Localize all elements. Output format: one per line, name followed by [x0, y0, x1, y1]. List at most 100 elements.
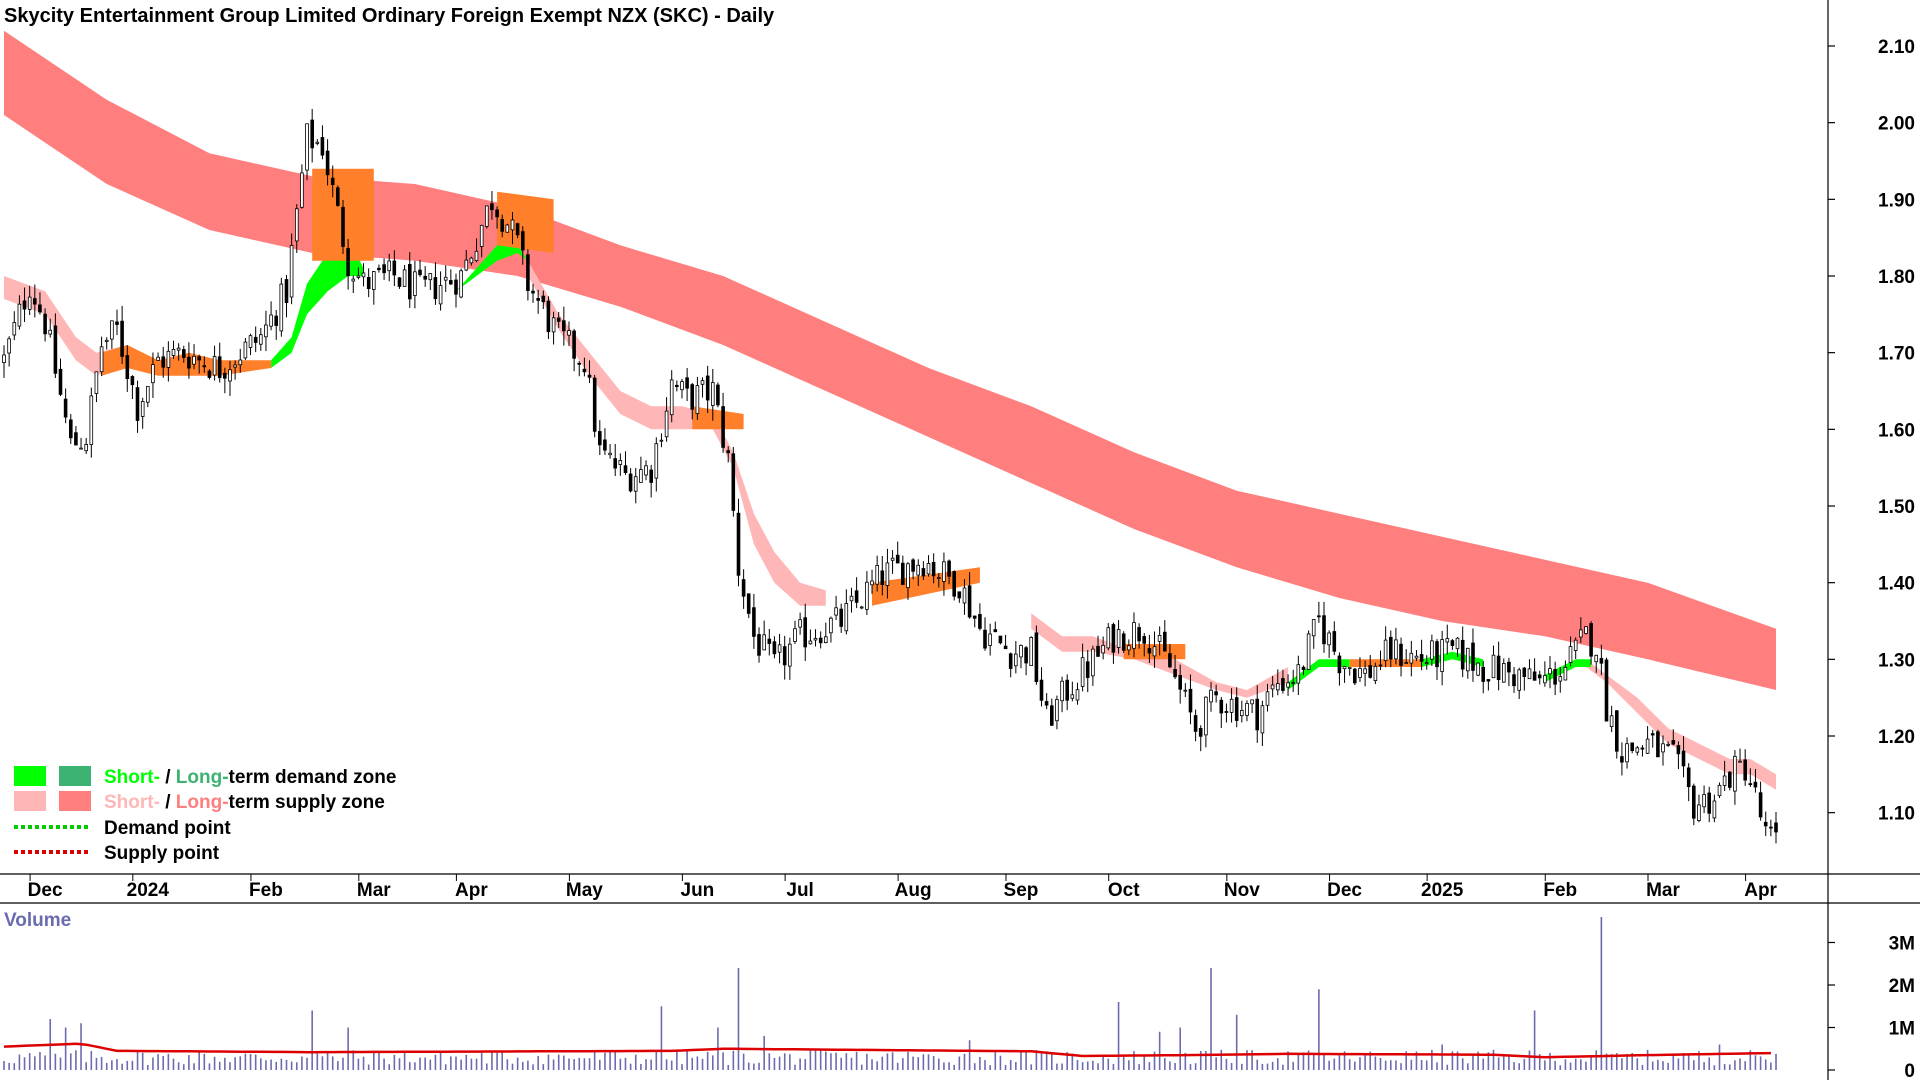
price-axis-ticks: 2.10 2.00 1.90 1.80 1.70 1.60 1.50 1.40 1.30 1.20…: [1828, 37, 1915, 825]
candle: [1676, 741, 1681, 770]
candle: [752, 593, 756, 649]
candle: [957, 591, 962, 603]
legend-supply-zone-label: Short- / Long-term supply zone: [104, 792, 385, 813]
candle: [1743, 749, 1748, 786]
candle: [1512, 667, 1516, 693]
candle: [377, 264, 381, 273]
candle: [1209, 681, 1213, 712]
candle: [1763, 811, 1768, 837]
candle: [1481, 660, 1486, 694]
candle: [1507, 657, 1511, 687]
candle: [1692, 783, 1696, 826]
candle: [782, 635, 787, 680]
candle: [531, 283, 535, 303]
price-tick-label: 2.10: [1878, 37, 1915, 58]
candle: [1455, 636, 1460, 657]
candle: [1291, 669, 1296, 693]
candle: [1389, 630, 1393, 668]
candle: [433, 262, 438, 305]
candle: [1198, 725, 1203, 752]
time-tick-label: Jul: [786, 880, 813, 901]
time-tick-label: Dec: [28, 880, 63, 901]
candle: [156, 352, 160, 361]
candle: [1270, 675, 1275, 698]
candle: [1373, 662, 1378, 685]
candle: [1034, 625, 1039, 685]
short-term-supply-zone-3: [1586, 659, 1776, 790]
candle: [1491, 645, 1496, 679]
candle: [705, 365, 710, 414]
candle: [536, 289, 540, 314]
candle: [1014, 641, 1018, 674]
candle: [1404, 649, 1409, 664]
candle: [1650, 729, 1655, 748]
overlap-zone-3-0: [692, 406, 744, 430]
candle: [1625, 737, 1629, 769]
candle: [1522, 666, 1527, 691]
candle: [1645, 726, 1650, 755]
candle: [721, 392, 725, 453]
candle: [1111, 622, 1116, 664]
candle: [79, 437, 83, 450]
candle: [885, 548, 890, 599]
candle: [89, 387, 94, 458]
candle: [310, 108, 314, 163]
candle: [1101, 636, 1105, 660]
candle: [1322, 601, 1326, 653]
candle: [1358, 657, 1362, 682]
candle: [921, 561, 926, 580]
candle: [1543, 661, 1547, 687]
candle: [1137, 623, 1141, 649]
candle: [166, 341, 171, 382]
candle: [551, 311, 556, 345]
price-tick-label: 1.80: [1878, 267, 1915, 288]
candle: [1276, 669, 1280, 696]
candle: [1044, 693, 1049, 710]
candle: [1666, 741, 1670, 747]
candle: [125, 345, 130, 392]
candle: [58, 358, 63, 397]
candle: [94, 371, 99, 403]
candle: [474, 238, 479, 263]
candle: [1342, 665, 1347, 683]
volume-title: Volume: [4, 910, 71, 931]
candle: [962, 579, 967, 615]
volume-tick-label: 1M: [1889, 1019, 1915, 1040]
candle: [1055, 695, 1059, 730]
volume-tick-label: 2M: [1889, 976, 1915, 997]
candle: [1214, 684, 1218, 703]
candle: [592, 374, 597, 438]
candle: [238, 348, 243, 373]
candle: [613, 443, 617, 476]
candle: [1450, 639, 1455, 650]
candle: [818, 631, 823, 649]
candle: [222, 367, 227, 394]
time-tick-label: Mar: [357, 880, 391, 901]
candle: [1378, 650, 1383, 671]
time-tick-label: 2025: [1421, 880, 1464, 901]
candle: [1476, 662, 1480, 677]
candle: [849, 587, 854, 613]
candle: [325, 139, 330, 186]
candle: [423, 266, 427, 287]
candle: [998, 635, 1003, 645]
candle: [1121, 631, 1126, 654]
candle: [1296, 655, 1301, 696]
candle: [402, 264, 407, 287]
time-tick-label: 2024: [127, 880, 170, 901]
volume-panel: [3, 917, 1777, 1070]
candle: [1157, 626, 1162, 656]
time-tick-label: Mar: [1646, 880, 1680, 901]
candle: [315, 139, 320, 146]
candle: [993, 621, 998, 633]
time-tick-label: Jun: [681, 880, 715, 901]
candle: [1286, 674, 1290, 696]
candle: [294, 204, 299, 253]
candle: [880, 556, 885, 596]
candle: [490, 191, 494, 220]
candle: [726, 446, 730, 463]
candle: [341, 199, 345, 255]
candle: [1301, 665, 1306, 676]
